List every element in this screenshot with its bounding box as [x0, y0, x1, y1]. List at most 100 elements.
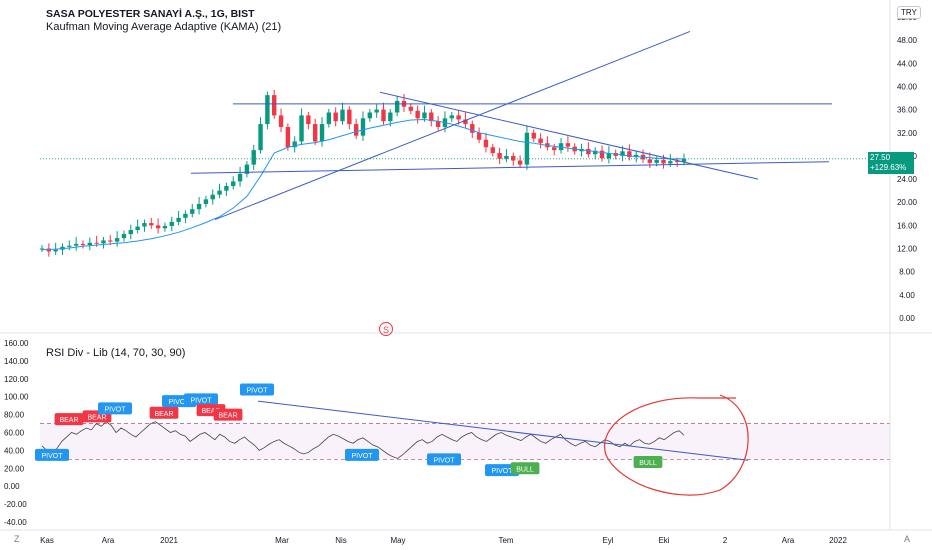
- rsi-signal-box: [427, 453, 461, 466]
- candle-body: [620, 151, 625, 156]
- price-trendline: [379, 91, 759, 180]
- rsi-tick-label: -40.00: [4, 518, 27, 527]
- candle-body: [101, 240, 106, 244]
- rsi-signal-label: BEAR: [54, 413, 84, 426]
- rsi-signal-text: PIVOT: [104, 406, 126, 413]
- candle-body: [176, 217, 181, 222]
- time-tick-label: Mar: [275, 536, 289, 545]
- rsi-tick-label: 80.00: [4, 411, 25, 420]
- candle-body: [231, 181, 236, 187]
- time-tick-label: Ara: [782, 536, 795, 545]
- timezone-button[interactable]: Z: [14, 534, 20, 544]
- candle-body: [80, 243, 86, 246]
- kama-line: [41, 118, 684, 251]
- rsi-tick-label: 100.00: [4, 393, 29, 402]
- rsi-trendline: [257, 400, 749, 461]
- candle-body: [552, 147, 557, 151]
- candle-body: [654, 159, 659, 163]
- rsi-signal-box: [213, 408, 243, 421]
- s-marker-icon[interactable]: S: [379, 322, 393, 336]
- price-tick-label: 8.00: [899, 268, 915, 277]
- candle-body: [381, 109, 386, 122]
- auto-scale-button[interactable]: A: [904, 534, 911, 544]
- rsi-signal-label: BULL: [633, 456, 663, 469]
- candle-body: [39, 248, 45, 250]
- price-tick-label: 48.00: [897, 36, 918, 45]
- rsi-signal-label: PIVOT: [485, 464, 519, 477]
- price-pane: [39, 31, 890, 257]
- candle-body: [169, 221, 174, 226]
- rsi-signal-text: BULL: [516, 466, 534, 473]
- rsi-tick-label: 120.00: [4, 375, 29, 384]
- candle-body: [633, 154, 639, 158]
- rsi-tick-label: 140.00: [4, 357, 29, 366]
- candle-body: [108, 240, 113, 242]
- annotation-circle: [604, 394, 749, 496]
- candle-body: [565, 143, 571, 147]
- price-tick-label: 4.00: [899, 291, 915, 300]
- candle-body: [312, 124, 318, 142]
- candle-body: [244, 164, 250, 174]
- candle-body: [292, 141, 297, 148]
- rsi-signal-label: PIVOT: [240, 383, 274, 396]
- candle-body: [606, 153, 612, 159]
- candle-body: [435, 121, 441, 127]
- price-tick-label: 36.00: [897, 106, 918, 115]
- candle-body: [183, 213, 188, 218]
- candle-body: [251, 150, 256, 165]
- candle-body: [333, 112, 338, 122]
- time-tick-label: Ara: [102, 536, 115, 545]
- candle-body: [278, 115, 284, 127]
- candle-body: [388, 112, 393, 122]
- rsi-signal-box: [35, 448, 69, 461]
- candle-body: [224, 186, 229, 191]
- price-trendline: [190, 161, 830, 174]
- candle-body: [326, 112, 332, 125]
- candle-body: [190, 209, 195, 214]
- candle-body: [258, 124, 263, 151]
- time-tick-label: May: [390, 536, 405, 545]
- rsi-line: [41, 421, 685, 459]
- rsi-tick-label: 20.00: [4, 464, 25, 473]
- last-price-change: +129.63%: [870, 163, 907, 172]
- currency-button[interactable]: TRY: [897, 6, 921, 19]
- time-tick-label: Kas: [40, 536, 54, 545]
- candle-body: [306, 115, 311, 125]
- price-tick-label: 44.00: [897, 59, 918, 68]
- candle-body: [497, 153, 502, 159]
- candle-body: [668, 161, 673, 164]
- rsi-signal-box: [98, 402, 132, 415]
- price-tick-label: 0.00: [899, 314, 915, 323]
- candle-body: [340, 109, 345, 122]
- candle-body: [299, 115, 304, 142]
- rsi-signal-label: PIVOT: [98, 402, 132, 415]
- price-tick-label: 24.00: [897, 175, 918, 184]
- indicator-title: Kaufman Moving Average Adaptive (KAMA) (…: [46, 21, 282, 33]
- time-tick-label: 2022: [829, 536, 847, 545]
- candle-body: [429, 112, 434, 122]
- last-price-value: 27.50: [870, 153, 891, 162]
- candle-body: [517, 160, 523, 165]
- candle-body: [217, 190, 222, 195]
- price-tick-label: 32.00: [897, 129, 918, 138]
- rsi-signal-text: BULL: [639, 460, 657, 467]
- candle-body: [558, 143, 564, 151]
- candle-body: [449, 115, 454, 119]
- candle-body: [681, 158, 687, 162]
- candle-body: [196, 203, 202, 210]
- candle-body: [285, 126, 291, 148]
- rsi-signal-text: PIVOT: [433, 457, 455, 464]
- candle-body: [470, 124, 475, 133]
- candle-body: [142, 223, 147, 227]
- last-price-badge: 27.50 +129.63%: [868, 152, 914, 174]
- rsi-signal-text: PIVOT: [351, 453, 373, 460]
- rsi-signal-text: BEAR: [201, 408, 220, 415]
- rsi-title: RSI Div - Lib (14, 70, 30, 90): [46, 347, 186, 359]
- chart-header: SASA POLYESTER SANAYİ A.Ş., 1G, BIST Kau…: [46, 8, 281, 34]
- rsi-signal-label: BULL: [510, 462, 540, 475]
- candle-body: [463, 119, 468, 125]
- rsi-signal-text: PIVOT: [41, 453, 63, 460]
- candle-body: [203, 199, 209, 204]
